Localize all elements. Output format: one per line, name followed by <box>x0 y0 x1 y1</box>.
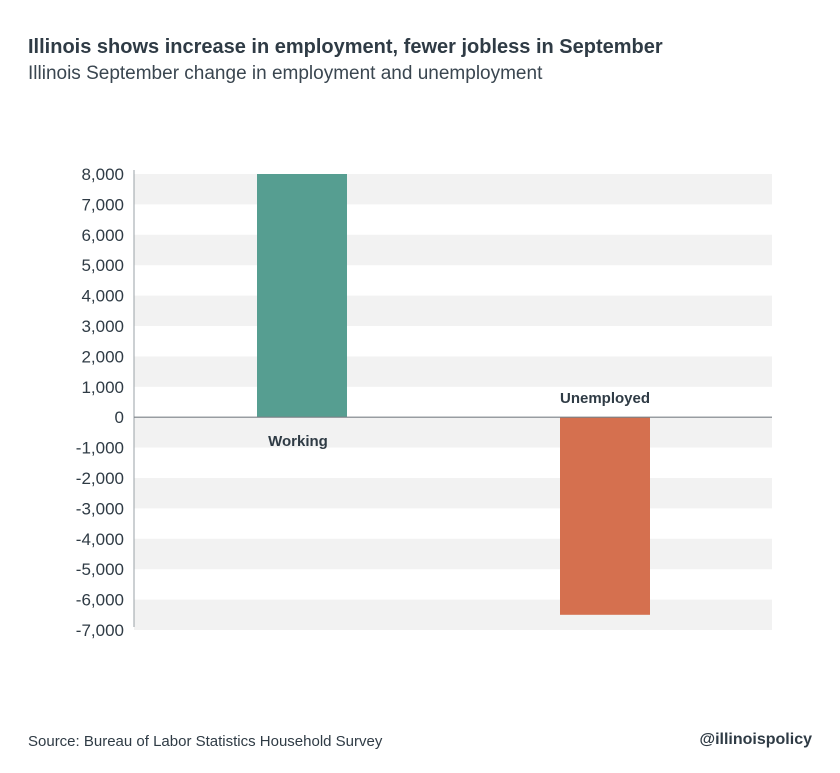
y-tick-label: 5,000 <box>81 256 124 275</box>
y-tick-label: -3,000 <box>76 499 124 518</box>
y-tick-label: 8,000 <box>81 165 124 184</box>
chart-title: Illinois shows increase in employment, f… <box>28 36 663 58</box>
brand-handle: @illinoispolicy <box>699 731 812 748</box>
y-tick-label: 0 <box>115 408 124 427</box>
y-tick-label: 3,000 <box>81 317 124 336</box>
grid-band <box>134 234 772 266</box>
bar-unemployed <box>560 417 650 615</box>
grid-band <box>134 174 772 205</box>
source-note: Source: Bureau of Labor Statistics House… <box>28 733 383 750</box>
y-tick-label: -6,000 <box>76 591 124 610</box>
y-tick-label: 6,000 <box>81 226 124 245</box>
grid-band <box>134 478 772 509</box>
grid-band <box>134 295 772 326</box>
bar-chart: 8,000 7,000 6,000 5,000 4,000 3,000 2,000 1,000… <box>76 165 772 640</box>
grid-band <box>134 356 772 387</box>
grid-band <box>134 417 772 448</box>
category-label-working: Working <box>268 433 328 450</box>
bar-working <box>257 174 347 418</box>
y-tick-label: 4,000 <box>81 287 124 306</box>
category-label-unemployed: Unemployed <box>560 390 650 407</box>
y-tick-label: 7,000 <box>81 195 124 214</box>
y-tick-label: -4,000 <box>76 530 124 549</box>
y-tick-label: -7,000 <box>76 621 124 640</box>
y-tick-label: 1,000 <box>81 378 124 397</box>
chart-subtitle: Illinois September change in employment … <box>28 63 543 84</box>
y-tick-label: -5,000 <box>76 560 124 579</box>
y-tick-label: -1,000 <box>76 439 124 458</box>
y-tick-label: -2,000 <box>76 469 124 488</box>
grid-band <box>134 599 772 630</box>
grid-band <box>134 538 772 570</box>
y-tick-label: 2,000 <box>81 347 124 366</box>
